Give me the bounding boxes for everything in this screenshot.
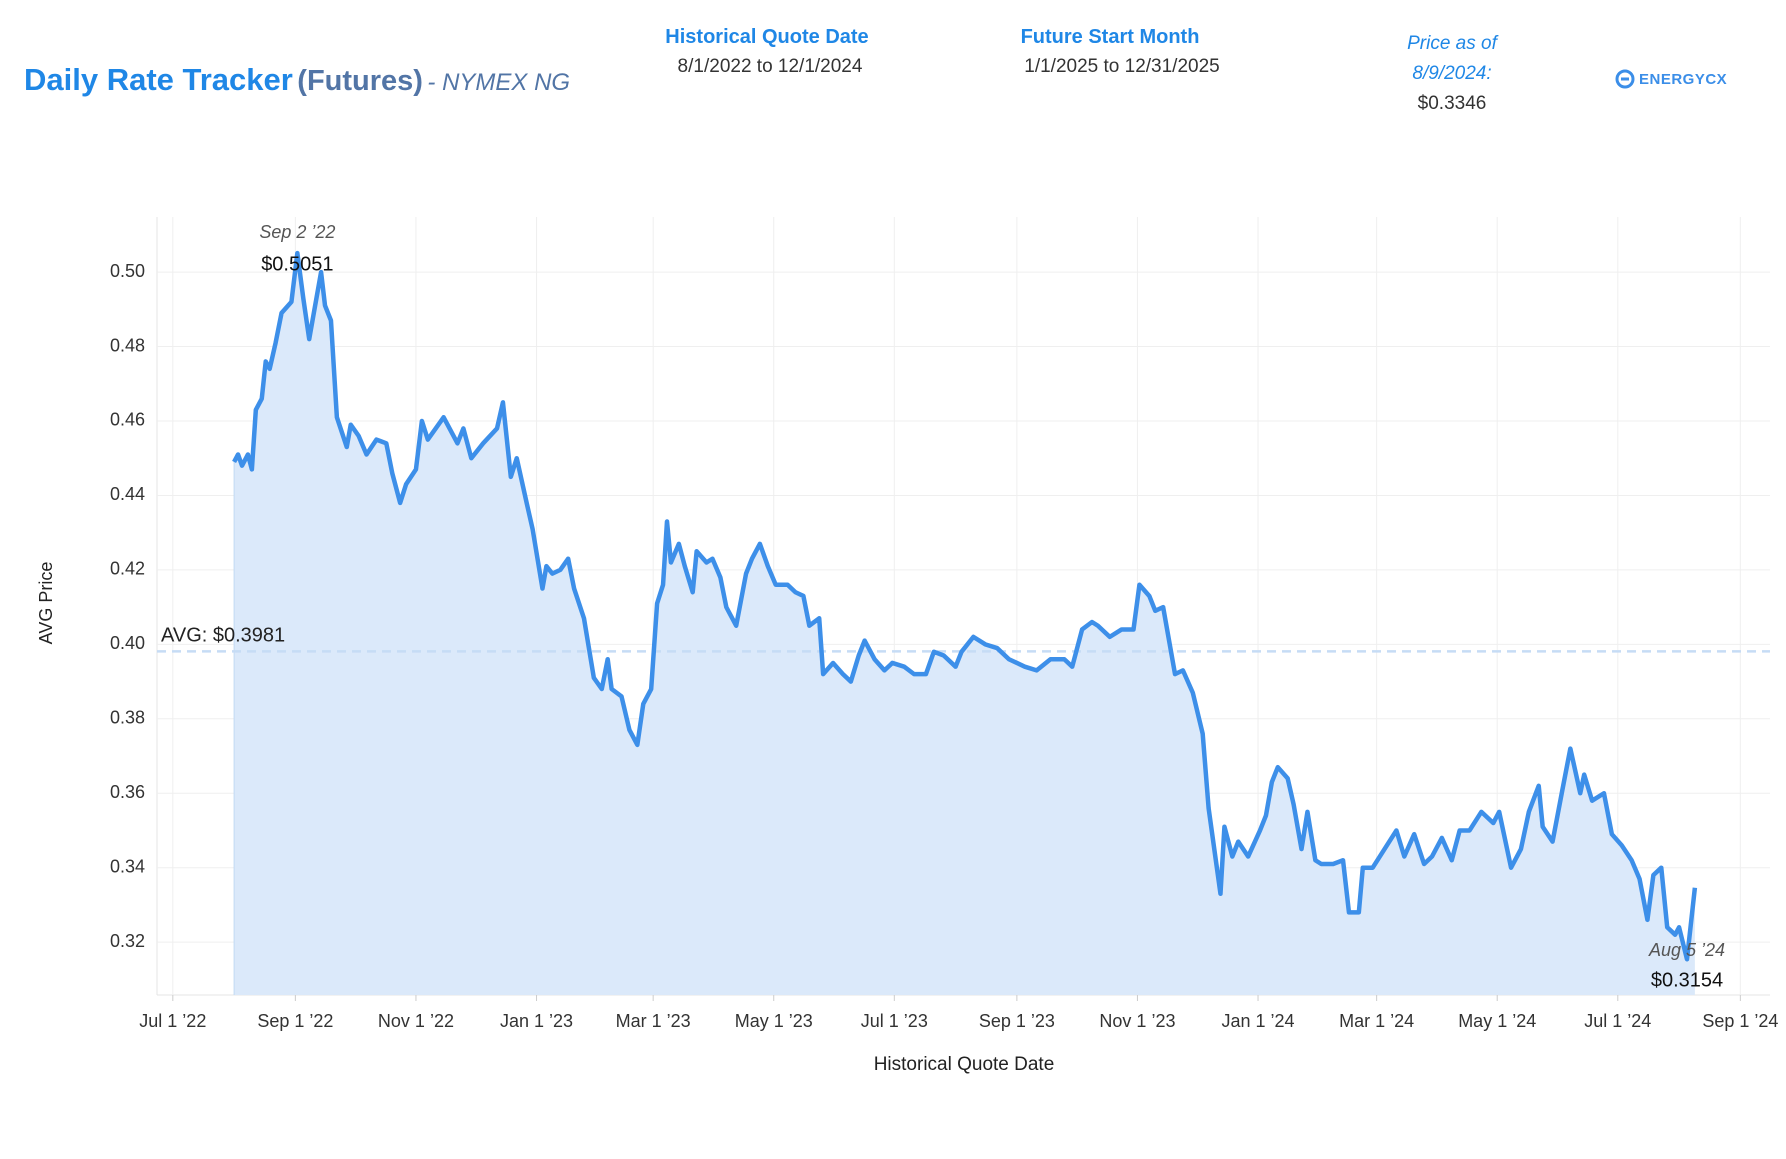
y-tick-label: 0.38 [110, 708, 145, 728]
area-fill [234, 253, 1695, 996]
x-axis-title: Historical Quote Date [874, 1054, 1055, 1075]
y-tick-label: 0.42 [110, 559, 145, 579]
price-label: Price as of [1407, 33, 1497, 54]
y-axis-title: AVG Price [36, 562, 56, 645]
title-market: - NYMEX NG [427, 69, 571, 96]
x-tick-label: May 1 ’23 [735, 1011, 813, 1031]
page: {"header": {"title": "Daily Rate Tracker… [24, 26, 1779, 1076]
x-tick-label: Sep 1 ’23 [979, 1011, 1055, 1031]
annotation-value: $0.3154 [1651, 970, 1723, 992]
x-tick-label: Sep 1 ’24 [1702, 1011, 1778, 1031]
x-tick-label: Jul 1 ’24 [1584, 1011, 1651, 1031]
x-tick-label: Nov 1 ’23 [1099, 1011, 1175, 1031]
price-date: 8/9/2024: [1412, 63, 1492, 84]
title-row: Daily Rate Tracker (Futures) - NYMEX NG [24, 62, 570, 98]
logo-icon [1615, 69, 1635, 89]
future-label: Future Start Month [1020, 26, 1200, 48]
price-line [232, 250, 1698, 962]
x-tick-label: Mar 1 ’23 [616, 1011, 691, 1031]
title: Daily Rate Tracker [24, 62, 293, 97]
future-range: 1/1/2025 to 12/31/2025 [1024, 56, 1220, 77]
chart: AVG Price Historical Quote Date 0.32 0.34… [36, 217, 1778, 1075]
average-label: AVG: $0.3981 [161, 625, 285, 647]
y-tick-label: 0.34 [110, 856, 145, 876]
y-tick-label: 0.32 [110, 931, 145, 951]
x-tick-label: Jul 1 ’22 [139, 1011, 206, 1031]
title-suffix: (Futures) [297, 65, 423, 97]
x-tick-label: Sep 1 ’22 [257, 1011, 333, 1031]
x-tick-label: Nov 1 ’22 [378, 1011, 454, 1031]
y-tick-label: 0.46 [110, 410, 145, 430]
y-tick-label: 0.40 [110, 633, 145, 653]
historical-label: Historical Quote Date [665, 26, 869, 48]
annotation-date: Aug 5 ’24 [1648, 940, 1725, 960]
price-value: $0.3346 [1417, 93, 1487, 114]
x-tick-label: Jan 1 ’24 [1221, 1011, 1294, 1031]
y-tick-label: 0.44 [110, 484, 145, 504]
x-tick-label: Jul 1 ’23 [861, 1011, 928, 1031]
logo: ENERGYCX [1614, 68, 1727, 90]
x-tick-label: Mar 1 ’24 [1339, 1011, 1414, 1031]
annotation-value: $0.5051 [261, 253, 333, 275]
historical-range: 8/1/2022 to 12/1/2024 [677, 56, 863, 77]
y-tick-label: 0.36 [110, 782, 145, 802]
annotation-date: Sep 2 ’22 [259, 222, 335, 242]
x-tick-label: May 1 ’24 [1458, 1011, 1536, 1031]
y-tick-label: 0.48 [110, 335, 145, 355]
logo-text: ENERGYCX [1639, 70, 1728, 88]
y-tick-label: 0.50 [110, 261, 145, 281]
x-tick-label: Jan 1 ’23 [500, 1011, 573, 1031]
